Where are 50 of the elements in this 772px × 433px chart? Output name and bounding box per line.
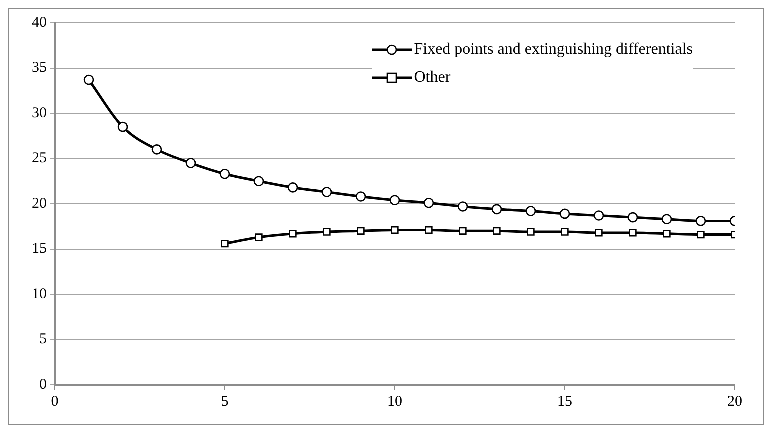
point <box>458 202 468 212</box>
point <box>696 216 706 226</box>
point <box>288 182 298 193</box>
point <box>186 158 196 168</box>
legend-label: Fixed points and extinguishing differentials <box>414 41 693 59</box>
point <box>595 229 603 237</box>
point <box>628 212 638 223</box>
point <box>255 234 263 242</box>
point <box>561 228 569 236</box>
y-tick-label: 20 <box>32 196 47 212</box>
y-tick-label: 40 <box>32 14 47 31</box>
point <box>84 74 94 86</box>
point <box>289 230 297 238</box>
y-tick-label: 10 <box>32 286 47 302</box>
point <box>356 192 366 202</box>
point <box>526 206 536 216</box>
x-tick-label: 0 <box>51 394 59 410</box>
legend-label: Other <box>414 69 451 87</box>
point <box>629 229 637 237</box>
y-tick-label: 0 <box>40 376 47 393</box>
y-tick-label: 15 <box>32 241 47 258</box>
y-tick-label: 25 <box>32 150 47 167</box>
point <box>118 122 128 132</box>
point <box>424 198 434 208</box>
x-tick-label: 10 <box>388 394 402 410</box>
point <box>390 195 400 206</box>
point <box>152 144 162 155</box>
x-tick-label: 15 <box>558 394 572 410</box>
point <box>594 210 604 221</box>
x-tick-label: 20 <box>728 394 742 410</box>
x-tick-label: 5 <box>221 394 229 410</box>
point <box>254 176 264 187</box>
y-tick-label: 30 <box>32 105 47 122</box>
point <box>560 208 570 220</box>
point <box>357 227 365 235</box>
point <box>323 228 331 236</box>
point <box>697 230 705 239</box>
y-tick-label: 35 <box>32 60 47 76</box>
point <box>391 226 399 234</box>
point <box>527 228 535 236</box>
point <box>492 204 502 215</box>
point <box>493 227 501 235</box>
point <box>663 230 671 238</box>
point <box>459 227 467 235</box>
point <box>425 226 433 234</box>
y-tick-label: 5 <box>40 332 47 348</box>
point <box>322 187 332 198</box>
point <box>221 240 229 248</box>
point <box>220 168 230 180</box>
point <box>662 214 672 225</box>
